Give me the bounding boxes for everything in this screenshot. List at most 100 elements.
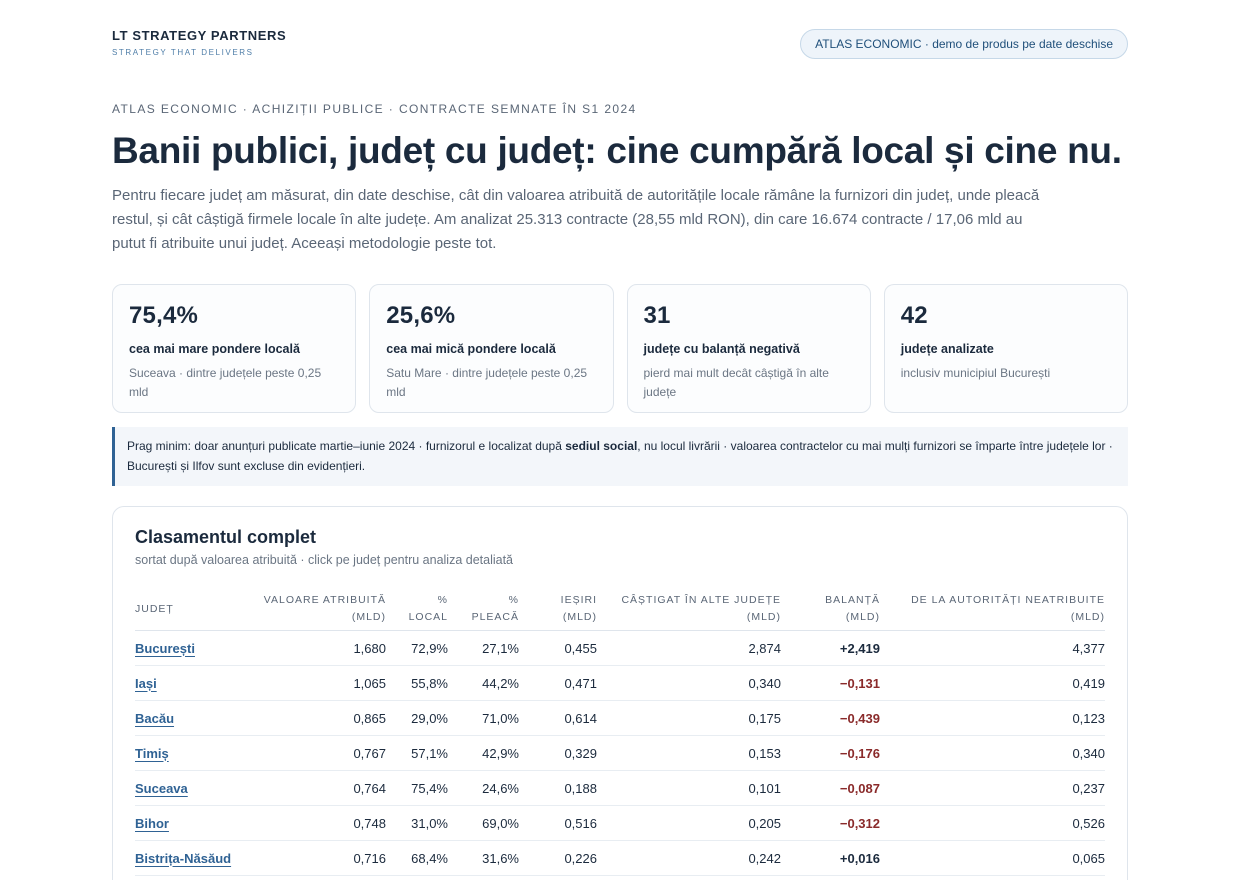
- cell-balance: −0,312: [839, 815, 880, 831]
- kpi-value: 31: [643, 302, 671, 329]
- county-link[interactable]: București: [135, 640, 195, 656]
- cell-local: 55,8%: [411, 675, 448, 691]
- column-header-county[interactable]: JUDEȚ: [135, 601, 240, 618]
- header-unit: (MLD): [351, 611, 386, 623]
- cell-outflows: 0,329: [564, 745, 597, 761]
- product-pill[interactable]: ATLAS ECONOMIC · demo de produs pe date …: [800, 29, 1128, 59]
- kpi-label: cea mai mare pondere locală: [129, 342, 300, 356]
- cell-value: 0,748: [353, 815, 386, 831]
- cell-won-elsewhere: 0,101: [748, 780, 781, 796]
- table-row: Bacău 0,865 29,0% 71,0% 0,614 0,175 −0,439 0,12…: [135, 701, 1105, 736]
- page-title: Banii publici, județ cu județ: cine cump…: [112, 130, 1122, 171]
- table-body: București 1,680 72,9% 27,1% 0,455 2,874 +2,419…: [135, 631, 1105, 876]
- kpi-row: 75,4% cea mai mare pondere locală Suceav…: [112, 284, 1128, 413]
- kpi-note: inclusiv municipiul București: [900, 366, 1051, 380]
- county-link[interactable]: Bacău: [135, 710, 175, 726]
- header-unit: PLEACĂ: [471, 611, 519, 623]
- header-unit: (MLD): [1070, 611, 1105, 623]
- cell-outflows: 0,516: [564, 815, 597, 831]
- cell-outflows: 0,188: [564, 780, 597, 796]
- table-row: Timiș 0,767 57,1% 42,9% 0,329 0,153 −0,176 0,34…: [135, 736, 1105, 771]
- cell-won-elsewhere: 0,153: [748, 745, 781, 761]
- cell-balance: −0,176: [839, 745, 880, 761]
- header-line: VALOARE ATRIBUITĂ: [263, 594, 386, 606]
- section-eyebrow: ATLAS ECONOMIC · ACHIZIȚII PUBLICE · CON…: [112, 102, 637, 116]
- ranking-title: Clasamentul complet: [135, 527, 317, 547]
- county-link[interactable]: Iași: [135, 675, 157, 691]
- kpi-note: Suceava · dintre județele peste 0,25 mld: [129, 366, 322, 399]
- column-header-won-elsewhere[interactable]: CÂȘTIGAT ÎN ALTE JUDEȚE (MLD): [597, 592, 781, 626]
- cell-value: 1,680: [353, 640, 386, 656]
- cell-leaves: 24,6%: [482, 780, 519, 796]
- cell-unattributed: 0,340: [1072, 745, 1105, 761]
- note-text-start: Prag minim: doar anunțuri publicate mart…: [127, 439, 566, 453]
- ranking-panel: Clasamentul complet sortat după valoarea…: [112, 506, 1128, 880]
- column-header-outflows[interactable]: IEȘIRI (MLD): [519, 592, 597, 626]
- cell-won-elsewhere: 0,340: [748, 675, 781, 691]
- table-row: București 1,680 72,9% 27,1% 0,455 2,874 +2,419…: [135, 631, 1105, 666]
- kpi-note: pierd mai mult decât câștigă în alte jud…: [643, 366, 829, 399]
- cell-value: 0,865: [353, 710, 386, 726]
- header-unit: (MLD): [562, 611, 597, 623]
- header-line: %: [508, 594, 519, 606]
- cell-leaves: 69,0%: [482, 815, 519, 831]
- county-link[interactable]: Timiș: [135, 745, 169, 761]
- cell-balance: +2,419: [839, 640, 880, 656]
- cell-won-elsewhere: 0,242: [748, 850, 781, 866]
- cell-value: 0,716: [353, 850, 386, 866]
- brand-tagline: STRATEGY THAT DELIVERS: [112, 48, 254, 57]
- cell-outflows: 0,226: [564, 850, 597, 866]
- cell-leaves: 31,6%: [482, 850, 519, 866]
- county-link[interactable]: Bistrița-Năsăud: [135, 850, 232, 866]
- table-row: Bihor 0,748 31,0% 69,0% 0,516 0,205 −0,312 0,52…: [135, 806, 1105, 841]
- cell-unattributed: 0,065: [1072, 850, 1105, 866]
- cell-leaves: 71,0%: [482, 710, 519, 726]
- header-line: IEȘIRI: [560, 594, 597, 606]
- column-header-unattributed[interactable]: DE LA AUTORITĂȚI NEATRIBUITE (MLD): [880, 592, 1105, 626]
- column-header-leaves[interactable]: % PLEACĂ: [448, 592, 519, 626]
- cell-unattributed: 4,377: [1072, 640, 1105, 656]
- cell-value: 0,764: [353, 780, 386, 796]
- kpi-card-lowest-local: 25,6% cea mai mică pondere locală Satu M…: [369, 284, 614, 413]
- county-link[interactable]: Suceava: [135, 780, 188, 796]
- note-text-end: , nu locul livrării · valoarea contracte…: [127, 439, 1113, 473]
- brand-name: LT STRATEGY PARTNERS: [112, 28, 287, 43]
- table-header: JUDEȚ VALOARE ATRIBUITĂ (MLD) % LOCAL % PLE…: [135, 588, 1105, 631]
- cell-unattributed: 0,237: [1072, 780, 1105, 796]
- cell-local: 29,0%: [411, 710, 448, 726]
- header-unit: LOCAL: [408, 611, 448, 623]
- header-line: DE LA AUTORITĂȚI NEATRIBUITE: [911, 594, 1105, 606]
- column-header-local[interactable]: % LOCAL: [386, 592, 448, 626]
- cell-leaves: 42,9%: [482, 745, 519, 761]
- header-unit: (MLD): [746, 611, 781, 623]
- table-row: Iași 1,065 55,8% 44,2% 0,471 0,340 −0,131 0,419: [135, 666, 1105, 701]
- cell-leaves: 44,2%: [482, 675, 519, 691]
- cell-unattributed: 0,526: [1072, 815, 1105, 831]
- kpi-card-counties-analyzed: 42 județe analizate inclusiv municipiul …: [883, 284, 1128, 413]
- cell-unattributed: 0,419: [1072, 675, 1105, 691]
- county-link[interactable]: Bihor: [135, 815, 169, 831]
- cell-value: 0,767: [353, 745, 386, 761]
- cell-balance: −0,087: [839, 780, 880, 796]
- cell-unattributed: 0,123: [1072, 710, 1105, 726]
- kpi-label: cea mai mică pondere locală: [386, 342, 556, 356]
- cell-balance: −0,439: [839, 710, 880, 726]
- header-unit: (MLD): [845, 611, 880, 623]
- kpi-label: județe analizate: [900, 342, 994, 356]
- kpi-card-negative-balance: 31 județe cu balanță negativă pierd mai …: [626, 284, 871, 413]
- cell-local: 75,4%: [411, 780, 448, 796]
- header-line: JUDEȚ: [135, 602, 174, 615]
- cell-outflows: 0,455: [564, 640, 597, 656]
- header-line: CÂȘTIGAT ÎN ALTE JUDEȚE: [621, 594, 781, 606]
- brand-block: LT STRATEGY PARTNERS STRATEGY THAT DELIV…: [112, 28, 286, 57]
- table-row: Bistrița-Năsăud 0,716 68,4% 31,6% 0,226 0,242…: [135, 841, 1105, 876]
- cell-value: 1,065: [353, 675, 386, 691]
- ranking-table: JUDEȚ VALOARE ATRIBUITĂ (MLD) % LOCAL % PLE…: [135, 588, 1105, 876]
- header-line: BALANȚĂ: [825, 594, 880, 606]
- cell-won-elsewhere: 0,175: [748, 710, 781, 726]
- cell-outflows: 0,614: [564, 710, 597, 726]
- column-header-balance[interactable]: BALANȚĂ (MLD): [781, 592, 880, 626]
- column-header-value[interactable]: VALOARE ATRIBUITĂ (MLD): [240, 592, 386, 626]
- kpi-label: județe cu balanță negativă: [643, 342, 800, 356]
- cell-local: 57,1%: [411, 745, 448, 761]
